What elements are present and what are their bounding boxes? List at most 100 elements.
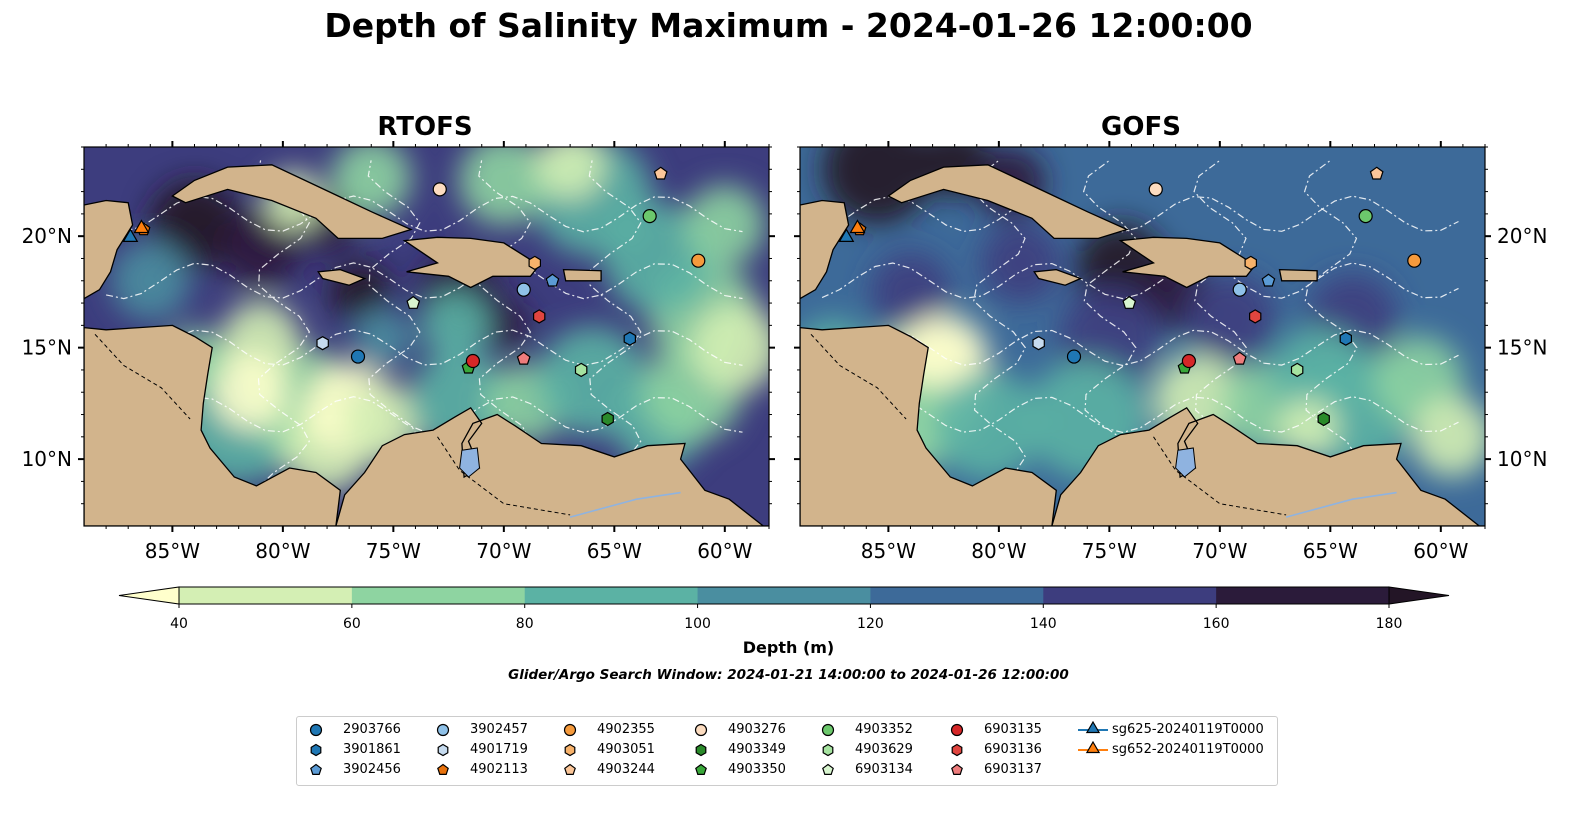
point-2903766 — [1066, 349, 1082, 364]
land-southam — [1051, 406, 1485, 526]
legend-label: 6903134 — [855, 762, 913, 777]
legend-label: sg652-20240119T0000 — [1112, 742, 1264, 757]
land-jamaica — [317, 268, 367, 286]
search-window-text: Glider/Argo Search Window: 2024-01-21 14… — [508, 667, 1069, 683]
colorbar-tick-label: 40 — [170, 616, 188, 632]
point-6903136 — [1248, 309, 1262, 324]
colorbar-segment — [870, 587, 1044, 604]
legend-label: sg625-20240119T0000 — [1112, 722, 1264, 737]
legend-marker — [436, 723, 450, 737]
legend-marker — [694, 723, 708, 737]
point-sg652-20240119T0000 — [849, 219, 866, 234]
legend-marker — [951, 763, 963, 775]
legend-label: 4903352 — [855, 722, 913, 737]
point-4903051 — [1244, 255, 1258, 271]
land-southam — [335, 406, 769, 526]
point-3902456 — [545, 273, 560, 287]
legend-marker — [695, 763, 707, 775]
land-puertorico — [1278, 268, 1318, 282]
point-4902355 — [691, 253, 706, 268]
point-4903276 — [432, 182, 447, 197]
colorbar-tick-label: 120 — [857, 616, 884, 632]
point-6903136 — [532, 309, 546, 324]
point-6903137 — [516, 351, 531, 365]
legend-label: 4903276 — [728, 722, 786, 737]
legend-label: 3902457 — [470, 722, 528, 737]
lat-tick-label: 20°N — [22, 224, 72, 248]
colorbar-tick-label: 60 — [343, 616, 361, 632]
point-4903051 — [528, 255, 542, 271]
point-4903276 — [1148, 182, 1163, 197]
point-sg625-20240119T0000 — [838, 228, 855, 242]
legend-label: 4903244 — [597, 762, 655, 777]
lon-tick-label: 65°W — [1303, 539, 1358, 563]
legend-label: 4902355 — [597, 722, 655, 737]
colorbar-tick-label: 180 — [1376, 616, 1403, 632]
lat-tick-label: 10°N — [1497, 447, 1547, 471]
legend-label: 6903135 — [984, 722, 1042, 737]
land-cuba — [171, 164, 413, 240]
legend-marker — [1085, 741, 1101, 754]
legend-label: 6903137 — [984, 762, 1042, 777]
panel-title-gofs: GOFS — [1101, 112, 1181, 142]
lon-tick-label: 70°W — [476, 539, 531, 563]
point-2903766 — [350, 349, 366, 364]
point-4903352 — [642, 209, 657, 224]
lon-tick-label: 80°W — [971, 539, 1026, 563]
point-3901861 — [623, 331, 637, 346]
point-4903629 — [1290, 362, 1304, 378]
legend-label: 3902456 — [343, 762, 401, 777]
lon-tick-label: 60°W — [697, 539, 752, 563]
legend-marker — [695, 743, 707, 757]
legend-marker — [564, 743, 576, 757]
lon-tick-label: 60°W — [1413, 539, 1468, 563]
legend-marker — [821, 723, 835, 737]
legend-marker — [437, 743, 449, 757]
point-6903135 — [1181, 353, 1197, 369]
lon-tick-label: 75°W — [366, 539, 421, 563]
legend-marker — [563, 723, 577, 737]
legend-marker — [309, 723, 323, 737]
colorbar: 40 60 80 100 120 140 160 180 — [118, 586, 1450, 632]
lon-tick-label: 70°W — [1192, 539, 1247, 563]
lat-tick-label: 15°N — [22, 336, 72, 360]
land-yucatan — [84, 199, 134, 300]
chart-title: Depth of Salinity Maximum - 2024-01-26 1… — [324, 6, 1253, 45]
lat-tick-label: 20°N — [1497, 224, 1547, 248]
legend-label: 4903349 — [728, 742, 786, 757]
legend-marker — [437, 763, 449, 775]
colorbar-tick-label: 100 — [684, 616, 711, 632]
map-figure: 85°W 80°W 75°W 70°W 65°W 60°W20°N15°N10°N85°W… — [22, 141, 1547, 632]
land-central — [800, 324, 1057, 526]
point-4902355 — [1407, 253, 1422, 268]
point-4903349 — [1317, 411, 1330, 427]
land-hispaniola — [402, 236, 541, 289]
land-hispaniola — [1118, 236, 1257, 289]
lon-tick-label: 75°W — [1082, 539, 1137, 563]
legend-marker — [951, 743, 963, 757]
panel-title-rtofs: RTOFS — [377, 112, 473, 142]
colorbar-segment — [179, 587, 353, 604]
lat-tick-label: 10°N — [22, 447, 72, 471]
point-4901719 — [316, 336, 329, 351]
legend: 2903766 3901861 3902456 3902457 4901719 49021… — [296, 716, 1278, 786]
colorbar-segment — [1216, 587, 1390, 604]
colorbar-label: Depth (m) — [742, 638, 835, 657]
legend-label: 4903051 — [597, 742, 655, 757]
point-3902457 — [516, 282, 531, 297]
point-6903134 — [1122, 295, 1137, 309]
point-6903135 — [465, 353, 481, 369]
land-central — [84, 324, 341, 526]
lon-tick-label: 80°W — [255, 539, 310, 563]
legend-marker — [310, 743, 322, 757]
lon-tick-label: 85°W — [861, 539, 916, 563]
point-6903134 — [406, 295, 421, 309]
land-puertorico — [562, 268, 602, 282]
map-panel-gofs: 85°W 80°W 75°W 70°W 65°W 60°W 20°N 15°N 10°N — [794, 141, 1547, 563]
map-panel-rtofs: 85°W 80°W 75°W 70°W 65°W 60°W 20°N 15°N 10°N — [22, 141, 775, 563]
point-3902457 — [1232, 282, 1247, 297]
point-4903629 — [574, 362, 588, 378]
legend-marker — [1085, 721, 1101, 734]
lat-tick-label: 15°N — [1497, 336, 1547, 360]
colorbar-tick-label: 80 — [516, 616, 534, 632]
